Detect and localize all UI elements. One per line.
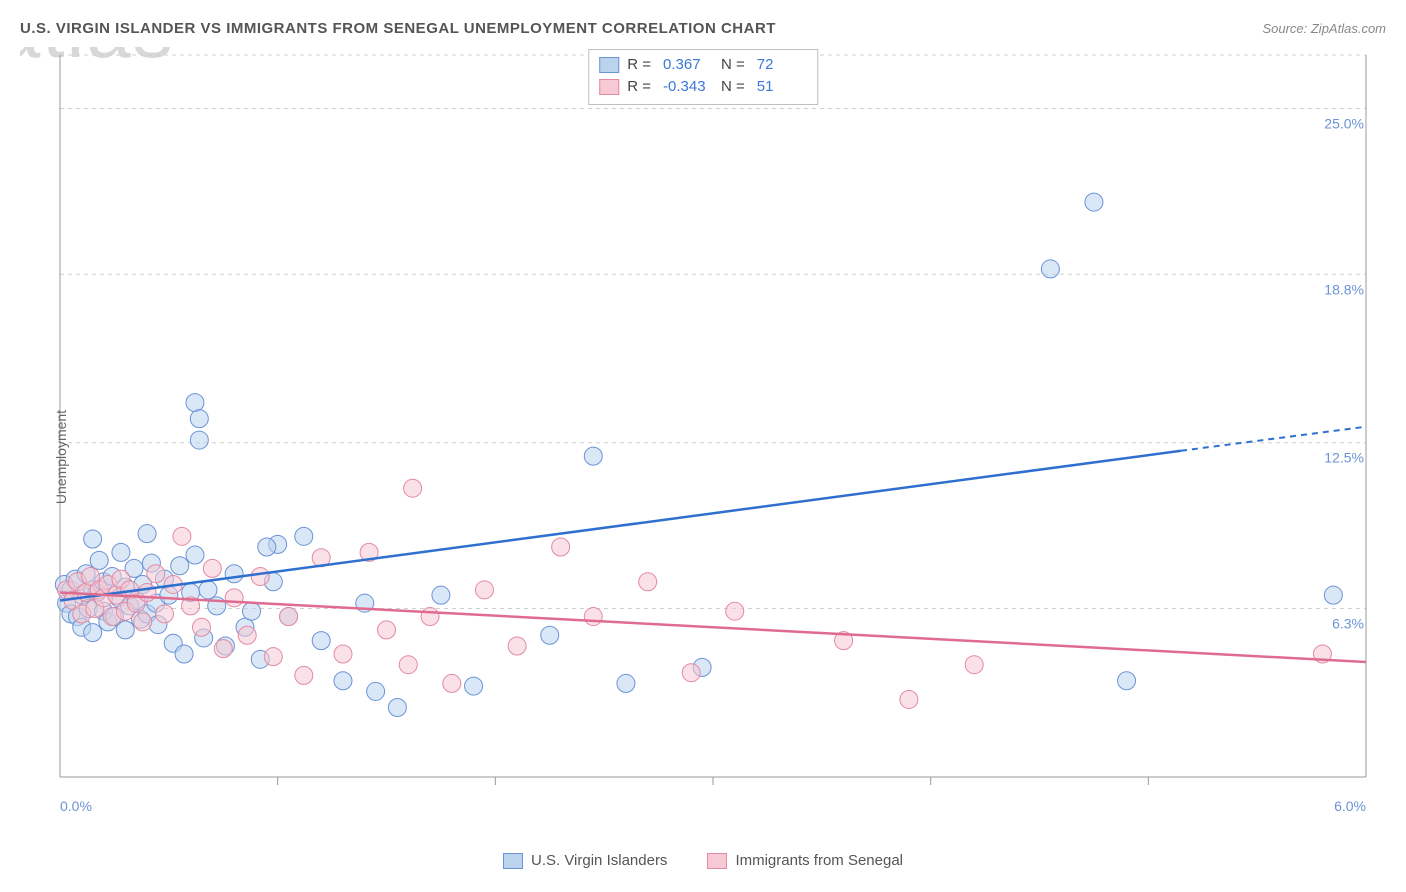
data-point (264, 648, 282, 666)
data-point (258, 538, 276, 556)
data-point (186, 546, 204, 564)
data-point (192, 618, 210, 636)
data-point (726, 602, 744, 620)
y-axis-label: Unemployment (53, 410, 69, 504)
data-point (1041, 260, 1059, 278)
data-point (138, 583, 156, 601)
data-point (508, 637, 526, 655)
data-point (312, 632, 330, 650)
data-point (475, 581, 493, 599)
data-point (112, 543, 130, 561)
r-label: R = (627, 54, 651, 76)
data-point (404, 479, 422, 497)
data-point (421, 608, 439, 626)
data-point (203, 559, 221, 577)
data-point (90, 551, 108, 569)
data-point (465, 677, 483, 695)
data-point (584, 608, 602, 626)
data-point (134, 613, 152, 631)
chart-area: Unemployment ZIPatlas 6.3% 12.5% 18.8% 25.0… (20, 47, 1386, 867)
data-point (190, 431, 208, 449)
data-point (84, 530, 102, 548)
scatter-chart: ZIPatlas 6.3% 12.5% 18.8% 25.0% 0.0% 6.0% (20, 47, 1386, 867)
legend-label: U.S. Virgin Islanders (531, 852, 667, 869)
data-point (214, 640, 232, 658)
data-point (147, 565, 165, 583)
y-tick-label: 12.5% (1324, 450, 1364, 466)
data-point (295, 666, 313, 684)
data-point (1085, 193, 1103, 211)
data-point (584, 447, 602, 465)
data-point (388, 698, 406, 716)
r-value: 0.367 (663, 54, 713, 76)
trendline-1 (60, 451, 1181, 601)
data-point (334, 672, 352, 690)
data-point (171, 557, 189, 575)
y-tick-label: 25.0% (1324, 115, 1364, 131)
data-point (367, 682, 385, 700)
data-point (190, 410, 208, 428)
data-point (378, 621, 396, 639)
data-point (1118, 672, 1136, 690)
r-value: -0.343 (663, 76, 713, 98)
data-point (243, 602, 261, 620)
data-point (280, 608, 298, 626)
legend-swatch-1 (599, 57, 619, 73)
r-label: R = (627, 76, 651, 98)
legend-swatch-2 (599, 79, 619, 95)
data-point (155, 605, 173, 623)
data-point (399, 656, 417, 674)
legend-row-1: R = 0.367 N = 72 (599, 54, 807, 76)
data-point (238, 626, 256, 644)
source-label: Source: ZipAtlas.com (1262, 21, 1386, 36)
data-point (965, 656, 983, 674)
n-label: N = (721, 54, 745, 76)
data-point (175, 645, 193, 663)
chart-title: U.S. VIRGIN ISLANDER VS IMMIGRANTS FROM … (20, 20, 776, 37)
legend-row-2: R = -0.343 N = 51 (599, 76, 807, 98)
n-value: 72 (757, 54, 807, 76)
data-point (199, 581, 217, 599)
data-point (682, 664, 700, 682)
legend-item-2: Immigrants from Senegal (707, 852, 903, 869)
data-point (225, 565, 243, 583)
legend-label: Immigrants from Senegal (735, 852, 903, 869)
x-min-label: 0.0% (60, 798, 92, 814)
data-point (173, 527, 191, 545)
data-point (541, 626, 559, 644)
trendline-1-ext (1181, 427, 1366, 451)
n-label: N = (721, 76, 745, 98)
series-legend: U.S. Virgin Islanders Immigrants from Se… (20, 852, 1386, 869)
data-point (225, 589, 243, 607)
data-point (116, 621, 134, 639)
y-tick-label: 6.3% (1332, 616, 1364, 632)
legend-swatch-icon (503, 853, 523, 869)
data-point (1324, 586, 1342, 604)
data-point (552, 538, 570, 556)
data-point (443, 674, 461, 692)
data-point (138, 525, 156, 543)
data-point (334, 645, 352, 663)
watermark: ZIPatlas (20, 47, 175, 74)
x-max-label: 6.0% (1334, 798, 1366, 814)
data-point (186, 394, 204, 412)
data-point (617, 674, 635, 692)
y-tick-label: 18.8% (1324, 281, 1364, 297)
data-point (84, 624, 102, 642)
n-value: 51 (757, 76, 807, 98)
data-point (295, 527, 313, 545)
data-point (251, 567, 269, 585)
legend-swatch-icon (707, 853, 727, 869)
data-point (900, 690, 918, 708)
correlation-legend: R = 0.367 N = 72 R = -0.343 N = 51 (588, 49, 818, 105)
data-point (639, 573, 657, 591)
legend-item-1: U.S. Virgin Islanders (503, 852, 667, 869)
data-point (432, 586, 450, 604)
